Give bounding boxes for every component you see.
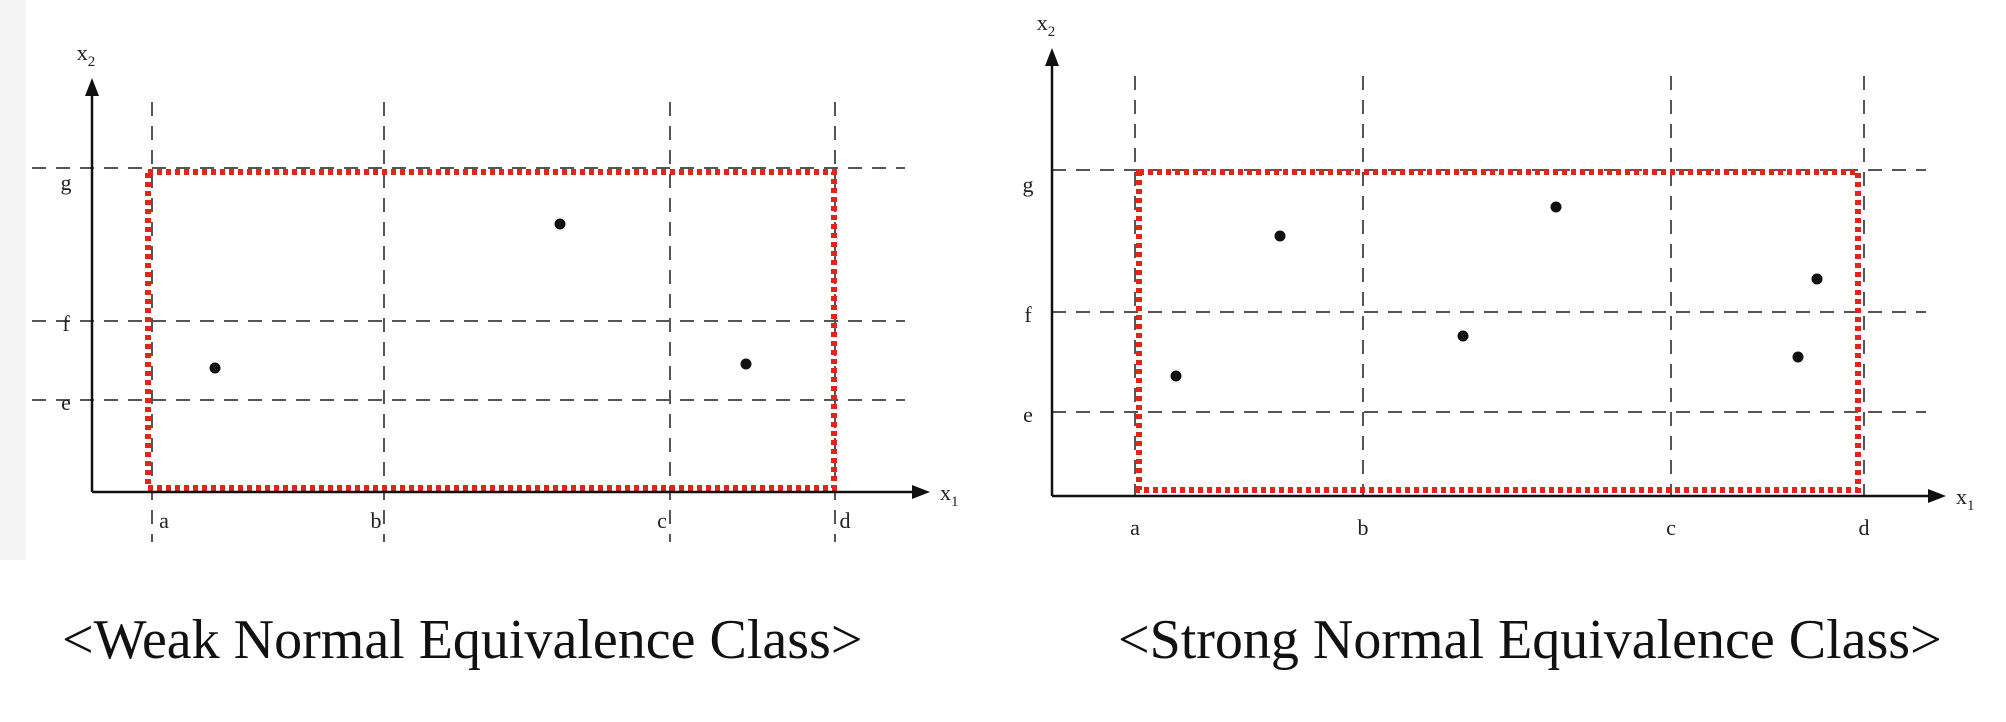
x-boundary-label-c: c <box>657 508 667 533</box>
x-axis-label-main: x <box>940 480 951 505</box>
x-axis-label: x1 <box>940 480 959 510</box>
y-axis-label-main: x <box>77 40 88 65</box>
x-boundary-label-a: a <box>1130 515 1140 540</box>
y-boundary-label-g: g <box>61 170 72 195</box>
valid-domain-border <box>1136 169 1861 493</box>
test-point-bc-fg <box>1457 330 1469 342</box>
x-axis-arrow <box>1928 489 1946 503</box>
weak-normal-caption: <Weak Normal Equivalence Class> <box>62 609 863 671</box>
test-point-ab-fg <box>1274 230 1286 242</box>
y-axis-arrow <box>85 78 99 96</box>
strong-normal-caption: <Strong Normal Equivalence Class> <box>1118 609 1942 671</box>
y-axis-label-subscript: 2 <box>88 54 96 70</box>
test-point-bc-fg <box>554 218 566 230</box>
valid-domain-border <box>145 169 837 491</box>
y-axis-arrow <box>1045 48 1059 66</box>
x-axis-label-main: x <box>1956 484 1967 509</box>
x-boundary-label-c: c <box>1666 515 1676 540</box>
left-edge-strip <box>0 0 26 560</box>
test-point-cd-ef <box>740 358 752 370</box>
x-axis-arrow <box>912 485 930 499</box>
y-axis-label: x2 <box>77 40 96 70</box>
x-axis-label-subscript: 1 <box>951 494 959 510</box>
y-boundary-label-e: e <box>1023 402 1033 427</box>
test-point-cd-ef <box>1811 273 1823 285</box>
test-point-bc-ef <box>1550 201 1562 213</box>
y-boundary-label-f: f <box>62 311 70 336</box>
x-axis-label: x1 <box>1956 484 1975 514</box>
y-boundary-label-e: e <box>61 390 71 415</box>
y-boundary-label-f: f <box>1024 302 1032 327</box>
x-boundary-label-a: a <box>159 508 169 533</box>
test-point-ab-ef <box>209 362 221 374</box>
x-axis-label-subscript: 1 <box>1967 498 1975 514</box>
test-point-cd-fg <box>1792 351 1804 363</box>
x-boundary-label-d: d <box>840 508 851 533</box>
y-axis-label: x2 <box>1037 10 1056 40</box>
x-boundary-label-d: d <box>1859 515 1870 540</box>
x-boundary-label-b: b <box>1358 515 1369 540</box>
test-point-ab-ef <box>1170 370 1182 382</box>
y-axis-label-main: x <box>1037 10 1048 35</box>
y-boundary-label-g: g <box>1023 172 1034 197</box>
y-axis-label-subscript: 2 <box>1048 24 1056 40</box>
x-boundary-label-b: b <box>371 508 382 533</box>
